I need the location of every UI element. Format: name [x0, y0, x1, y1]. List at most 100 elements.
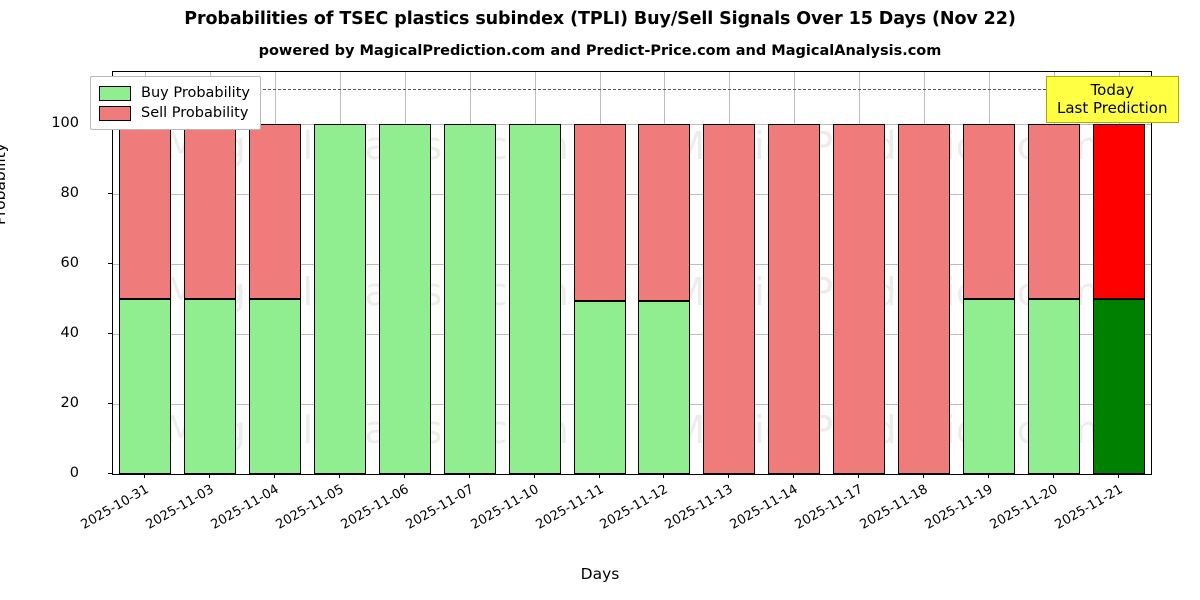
gridline-horizontal — [113, 334, 1151, 336]
x-tick-label: 2025-11-03 — [143, 482, 217, 533]
bar-segment-sell[interactable] — [184, 124, 237, 300]
x-tick-mark — [923, 473, 924, 478]
x-tick-label: 2025-11-10 — [468, 482, 542, 533]
legend-entry[interactable]: Buy Probability — [99, 83, 250, 103]
bar-group[interactable] — [378, 72, 431, 474]
y-tick-label: 40 — [60, 325, 79, 342]
y-tick-mark — [108, 193, 113, 195]
today-annotation: Today Last Prediction — [1046, 76, 1179, 123]
today-annotation-line2: Last Prediction — [1057, 99, 1168, 117]
bar-group[interactable] — [833, 72, 885, 474]
gridline-horizontal — [113, 264, 1151, 266]
legend-label: Buy Probability — [141, 85, 250, 101]
x-tick-label: 2025-11-19 — [922, 482, 996, 533]
bar-group[interactable] — [638, 72, 691, 474]
bar-group[interactable] — [573, 72, 626, 474]
bar-segment-sell[interactable] — [1092, 124, 1145, 300]
bar-segment-buy[interactable] — [443, 124, 496, 474]
bar-segment-sell[interactable] — [703, 124, 756, 474]
bar-segment-sell[interactable] — [249, 124, 302, 300]
y-tick-label: 20 — [60, 395, 79, 412]
y-tick-mark — [108, 333, 113, 335]
today-annotation-line1: Today — [1090, 81, 1134, 99]
bar-group[interactable] — [897, 72, 950, 474]
x-tick-mark — [793, 473, 794, 478]
x-tick-label: 2025-11-12 — [597, 482, 671, 533]
chart-legend: Buy Probability Sell Probability — [90, 76, 261, 130]
gridline-horizontal — [113, 474, 1151, 475]
gridline-horizontal — [113, 194, 1151, 196]
chart-title: Probabilities of TSEC plastics subindex … — [184, 9, 1016, 29]
bar-segment-sell[interactable] — [833, 124, 885, 474]
y-tick-label: 0 — [69, 465, 79, 481]
x-tick-mark — [144, 473, 145, 478]
x-tick-mark — [663, 473, 664, 478]
gridline-horizontal — [113, 404, 1151, 406]
bar-group[interactable] — [249, 72, 302, 474]
x-tick-label: 2025-11-13 — [662, 482, 736, 533]
x-tick-label: 2025-11-21 — [1052, 482, 1126, 533]
bar-group[interactable] — [962, 72, 1015, 474]
bar-segment-sell[interactable] — [573, 124, 626, 301]
bar-segment-buy[interactable] — [573, 300, 626, 474]
x-axis-label: Days — [580, 565, 620, 583]
x-tick-mark — [274, 473, 275, 478]
bar-segment-buy[interactable] — [1027, 299, 1080, 474]
bar-group[interactable] — [119, 72, 172, 474]
x-tick-mark — [1118, 473, 1119, 478]
bar-segment-sell[interactable] — [897, 124, 950, 474]
x-tick-label: 2025-11-20 — [987, 482, 1061, 533]
x-tick-mark — [534, 473, 535, 478]
bar-group[interactable] — [768, 72, 821, 474]
bar-segment-sell[interactable] — [119, 124, 172, 300]
bar-group[interactable] — [703, 72, 756, 474]
y-axis-label: Probability — [0, 143, 9, 225]
x-tick-mark — [728, 473, 729, 478]
bar-segment-sell[interactable] — [962, 124, 1015, 300]
bar-group[interactable] — [184, 72, 237, 474]
bar-group[interactable] — [1092, 72, 1145, 474]
bar-segment-sell[interactable] — [638, 124, 691, 301]
bar-group[interactable] — [314, 72, 366, 474]
x-tick-mark — [599, 473, 600, 478]
legend-label: Sell Probability — [141, 105, 249, 121]
bar-segment-sell[interactable] — [1027, 124, 1080, 300]
bar-segment-buy[interactable] — [184, 299, 237, 474]
x-tick-label: 2025-11-04 — [208, 482, 282, 533]
x-tick-mark — [469, 473, 470, 478]
legend-entry[interactable]: Sell Probability — [99, 103, 250, 123]
bar-segment-sell[interactable] — [768, 124, 821, 474]
threshold-line — [113, 89, 1151, 91]
bar-group[interactable] — [508, 72, 561, 474]
plot-area: MagicalAnalysis.com MagicaPrediction.com M… — [112, 71, 1152, 475]
x-tick-mark — [858, 473, 859, 478]
x-tick-mark — [339, 473, 340, 478]
x-tick-label: 2025-11-18 — [857, 482, 931, 533]
bar-group[interactable] — [443, 72, 496, 474]
chart-subtitle: powered by MagicalPrediction.com and Pre… — [258, 43, 942, 59]
y-tick-label: 100 — [51, 115, 79, 132]
y-tick-label: 80 — [60, 185, 79, 202]
x-tick-label: 2025-11-05 — [273, 482, 347, 533]
bar-segment-buy[interactable] — [119, 299, 172, 474]
legend-swatch — [99, 85, 131, 101]
x-tick-label: 2025-11-11 — [533, 482, 607, 533]
bar-segment-buy[interactable] — [249, 299, 302, 474]
bar-segment-buy[interactable] — [378, 124, 431, 474]
bar-group[interactable] — [1027, 72, 1080, 474]
x-tick-label: 2025-10-31 — [78, 482, 152, 533]
bar-segment-buy[interactable] — [1092, 299, 1145, 474]
x-tick-mark — [1053, 473, 1054, 478]
bar-segment-buy[interactable] — [314, 124, 366, 474]
bar-segment-buy[interactable] — [638, 300, 691, 474]
bar-segment-buy[interactable] — [508, 124, 561, 474]
y-tick-mark — [108, 263, 113, 265]
y-tick-label: 60 — [60, 255, 79, 272]
legend-swatch — [99, 105, 131, 121]
x-tick-mark — [988, 473, 989, 478]
x-tick-label: 2025-11-07 — [403, 482, 477, 533]
y-tick-mark — [108, 403, 113, 405]
bar-segment-buy[interactable] — [962, 299, 1015, 474]
gridline-horizontal — [113, 124, 1151, 126]
